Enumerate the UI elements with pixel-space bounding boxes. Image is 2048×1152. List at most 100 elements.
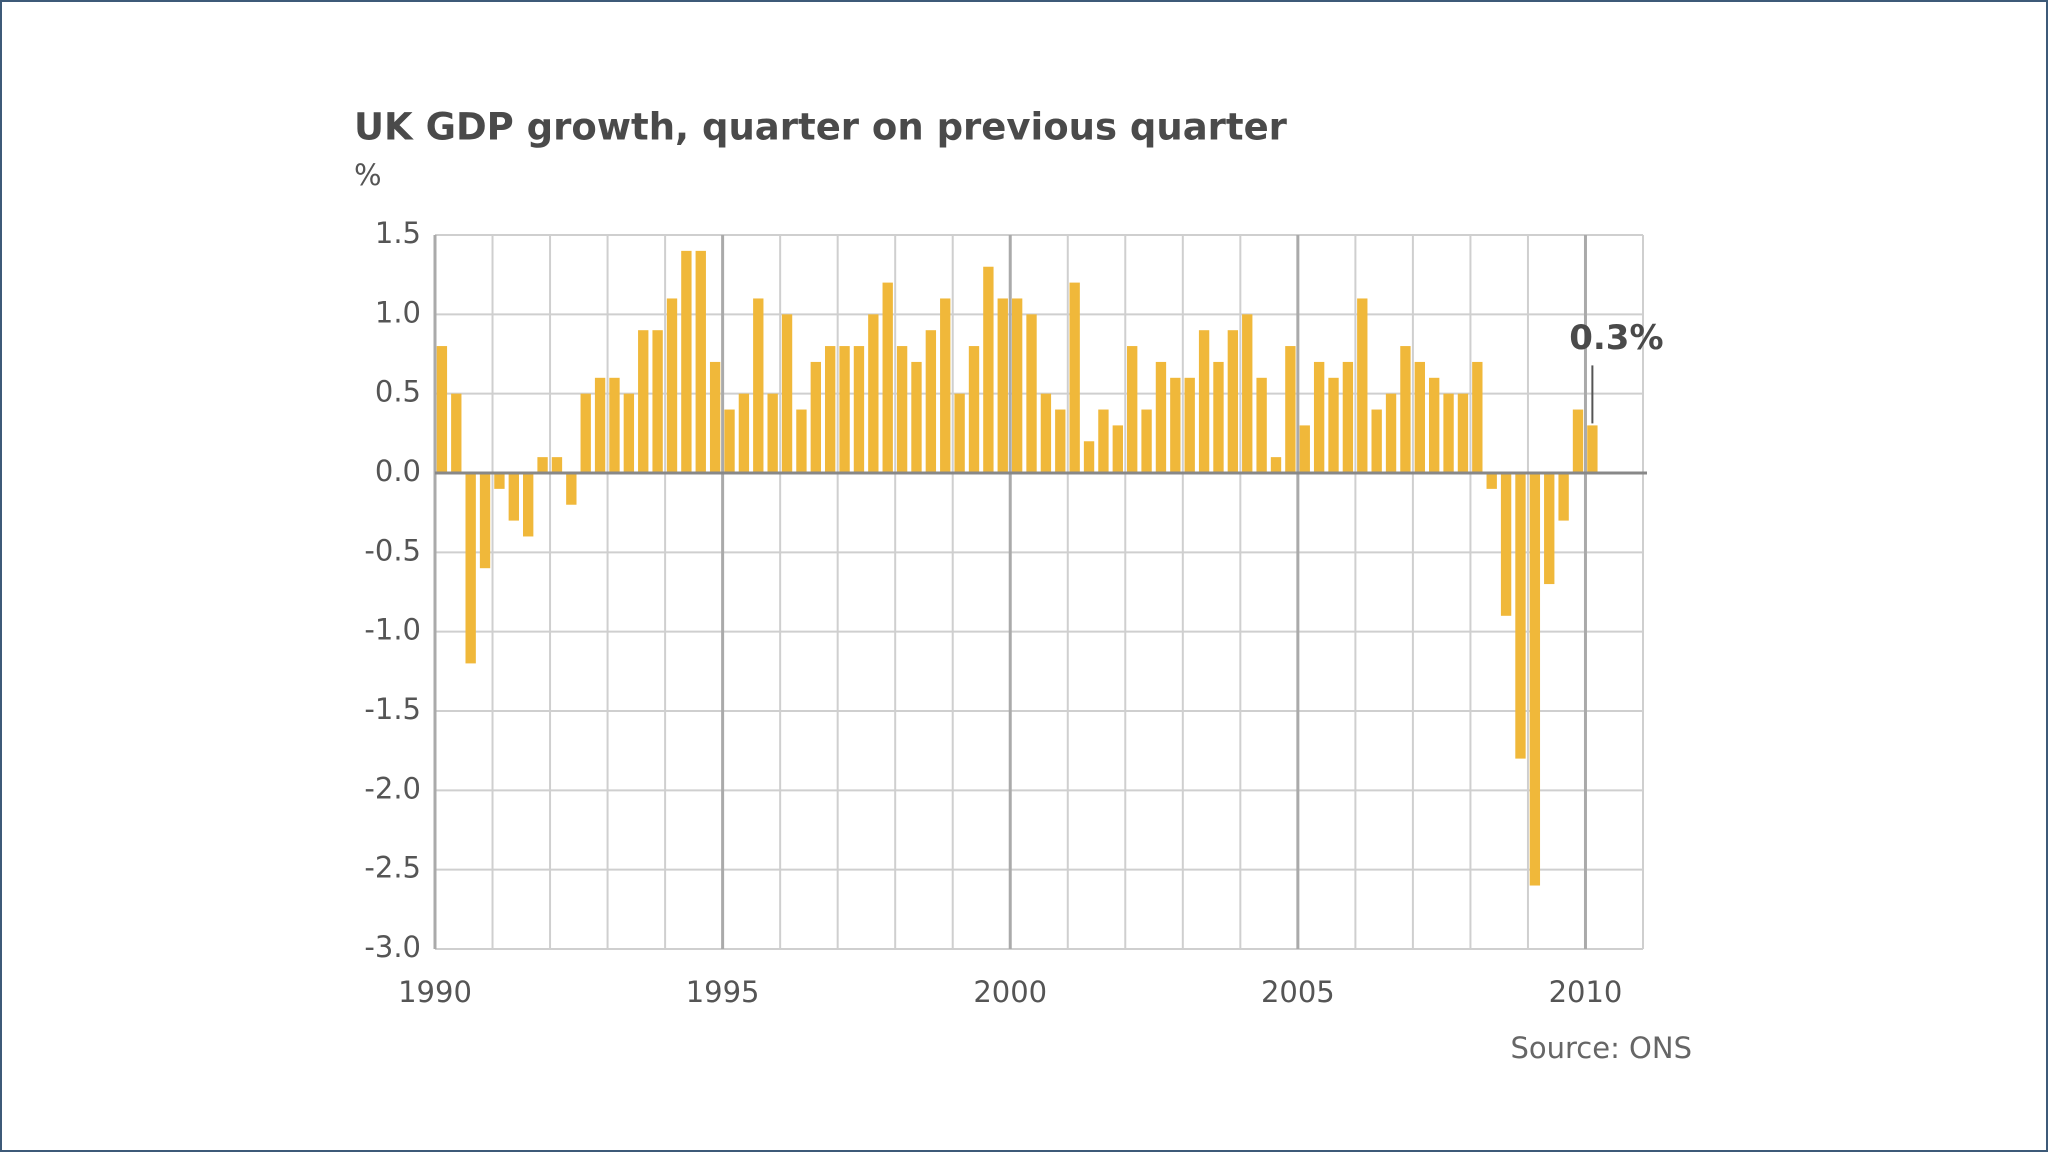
value-label: 0.3% — [1569, 318, 1663, 358]
y-tick-label: -2.0 — [364, 771, 421, 805]
bar — [523, 473, 534, 537]
bar — [1313, 361, 1325, 473]
y-axis-label: % — [354, 158, 382, 192]
bar — [1486, 473, 1497, 489]
bar — [954, 393, 965, 473]
bar — [1299, 425, 1310, 473]
bar — [1155, 361, 1167, 473]
bar — [666, 298, 678, 473]
bar — [551, 457, 563, 473]
chart-title: UK GDP growth, quarter on previous quart… — [354, 106, 1288, 149]
bar — [1112, 425, 1123, 473]
y-tick-label: -3.0 — [364, 930, 421, 964]
y-tick-label: 0.0 — [375, 454, 421, 488]
bar — [652, 330, 663, 473]
x-tick-label: 2000 — [973, 975, 1047, 1009]
bar — [1371, 409, 1382, 473]
bar — [1011, 298, 1023, 473]
bar — [796, 409, 807, 473]
x-tick-label: 2010 — [1549, 975, 1623, 1009]
bar — [911, 361, 922, 473]
bar — [781, 314, 793, 473]
bar — [1242, 314, 1253, 473]
bar — [896, 346, 908, 473]
bar — [767, 393, 778, 473]
y-tick-label: -0.5 — [364, 533, 421, 567]
bar — [1558, 473, 1569, 521]
bar — [1227, 330, 1239, 473]
bar — [983, 266, 994, 473]
bar — [925, 330, 937, 473]
bar — [940, 298, 951, 473]
bar — [494, 473, 505, 489]
bar — [1040, 393, 1052, 473]
bar — [1198, 330, 1210, 473]
bar — [1213, 361, 1224, 473]
bar — [594, 377, 606, 473]
bar — [1069, 282, 1080, 473]
bar — [868, 314, 879, 473]
bar — [753, 298, 764, 473]
x-tick-label: 2005 — [1261, 975, 1335, 1009]
bar — [724, 409, 735, 473]
bar — [882, 282, 893, 473]
bar — [508, 473, 519, 521]
bar — [1443, 393, 1454, 473]
bar — [1400, 346, 1411, 473]
bar — [1357, 298, 1368, 473]
bar — [825, 346, 836, 473]
bar — [738, 393, 750, 473]
bar — [1544, 473, 1555, 585]
bar — [1083, 441, 1095, 473]
bar — [1385, 393, 1397, 473]
bar — [1472, 361, 1483, 473]
bar — [1328, 377, 1339, 473]
bar — [1414, 361, 1425, 473]
bar — [1572, 409, 1584, 473]
bar — [436, 346, 448, 473]
y-tick-label: -1.5 — [364, 692, 421, 726]
x-tick-label: 1990 — [398, 975, 472, 1009]
bar — [1127, 346, 1138, 473]
bar — [709, 361, 721, 473]
bar — [479, 473, 491, 569]
bar — [681, 250, 692, 473]
bar — [1184, 377, 1195, 473]
bar — [1256, 377, 1267, 473]
bar — [566, 473, 577, 505]
y-tick-label: 1.5 — [375, 216, 421, 250]
bar — [638, 330, 649, 473]
bar — [810, 361, 821, 473]
bar — [537, 457, 548, 473]
bar — [1529, 473, 1541, 886]
bar — [1500, 473, 1512, 616]
bar — [1170, 377, 1181, 473]
bar — [968, 346, 980, 473]
bar — [623, 393, 635, 473]
bar — [1026, 314, 1037, 473]
bar — [465, 473, 476, 664]
bar — [451, 393, 462, 473]
bar — [1429, 377, 1440, 473]
bar — [1457, 393, 1469, 473]
bar — [997, 298, 1008, 473]
y-tick-label: -2.5 — [364, 851, 421, 885]
bar — [1141, 409, 1152, 473]
x-tick-label: 1995 — [686, 975, 760, 1009]
bar — [1098, 409, 1109, 473]
source: Source: ONS — [1510, 1031, 1692, 1065]
bar — [1587, 425, 1598, 473]
bar — [580, 393, 591, 473]
bar — [839, 346, 850, 473]
y-tick-label: -1.0 — [364, 613, 421, 647]
bar — [1055, 409, 1066, 473]
bar — [1342, 361, 1354, 473]
bar — [1285, 346, 1296, 473]
bar — [1515, 473, 1526, 759]
bar — [695, 250, 706, 473]
bar — [609, 377, 620, 473]
y-tick-label: 1.0 — [375, 295, 421, 329]
bar — [853, 346, 865, 473]
